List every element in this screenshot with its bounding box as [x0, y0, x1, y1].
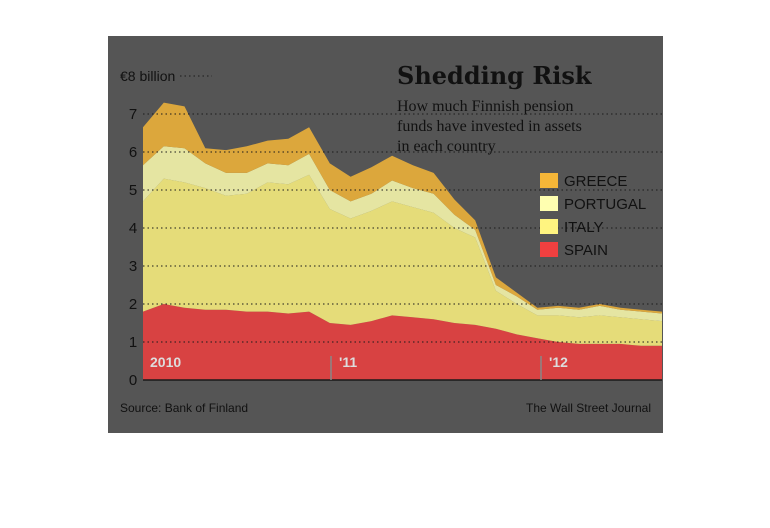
y-tick-7: 7	[129, 106, 137, 123]
legend: GREECE PORTUGAL ITALY SPAIN	[540, 173, 646, 259]
x-tick-labels: 2010 '11 '12	[150, 354, 568, 380]
source-note: Source: Bank of Finland	[120, 401, 248, 415]
legend-label-spain: SPAIN	[564, 242, 608, 259]
area-italy	[143, 174, 662, 346]
area-portugal	[143, 146, 662, 322]
y-tick-6: 6	[129, 144, 137, 161]
area-layers	[143, 102, 662, 380]
chart-subtitle-line-1: How much Finnish pension	[397, 98, 573, 115]
chart-subtitle-line-3: in each country	[397, 138, 496, 155]
area-greece	[143, 102, 662, 314]
y-tick-1: 1	[129, 334, 137, 351]
y-tick-labels: 0 1 2 3 4 5 6 7 €8 billion	[120, 68, 175, 389]
y-unit-label: €8 billion	[120, 68, 175, 84]
legend-label-greece: GREECE	[564, 173, 627, 190]
publisher-credit: The Wall Street Journal	[526, 401, 651, 415]
y-tick-5: 5	[129, 182, 137, 199]
chart-title: Shedding Risk	[397, 61, 593, 90]
y-tick-2: 2	[129, 296, 137, 313]
legend-label-portugal: PORTUGAL	[564, 196, 646, 213]
x-tick-2: '11	[339, 354, 357, 370]
y-tick-4: 4	[129, 220, 137, 237]
legend-swatch-greece	[540, 173, 558, 188]
legend-swatch-spain	[540, 242, 558, 257]
y-tick-0: 0	[129, 372, 137, 389]
x-tick-1: 2010	[150, 354, 181, 370]
chart-subtitle-line-2: funds have invested in assets	[397, 118, 582, 135]
area-spain	[143, 304, 662, 380]
y-tick-3: 3	[129, 258, 137, 275]
legend-label-italy: ITALY	[564, 219, 603, 236]
legend-swatch-italy	[540, 219, 558, 234]
x-tick-3: '12	[549, 354, 568, 370]
gridlines	[143, 75, 662, 381]
legend-swatch-portugal	[540, 196, 558, 211]
